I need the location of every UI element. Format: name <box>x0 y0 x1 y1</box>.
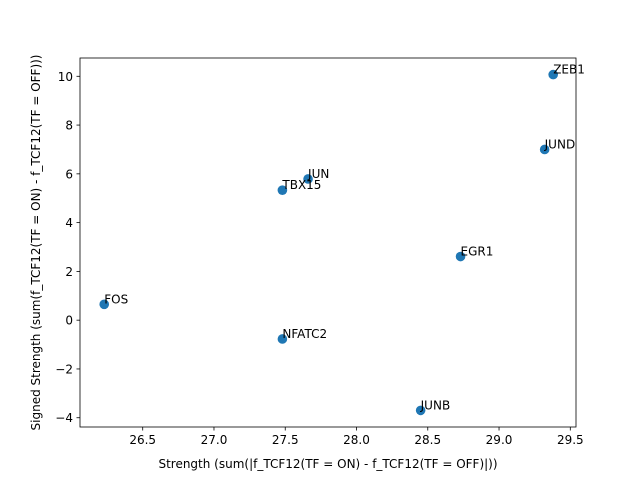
point-label: FOS <box>104 292 128 306</box>
x-tick-label: 27.5 <box>272 433 299 447</box>
point-label: ZEB1 <box>553 63 585 77</box>
scatter-point <box>455 251 466 262</box>
point-label: JUNB <box>420 398 451 412</box>
y-axis-label: Signed Strength (sum(f_TCF12(TF = ON) - … <box>29 55 43 431</box>
y-tick-label: 8 <box>65 119 73 133</box>
scatter-point <box>99 299 110 310</box>
y-tick-label: 6 <box>65 167 73 181</box>
y-axis-ticks: −4 −2 0 2 4 6 8 10 <box>55 70 80 425</box>
x-tick-label: 27.0 <box>201 433 228 447</box>
scatter-point <box>277 185 288 195</box>
plot-frame <box>79 57 577 428</box>
y-tick-label: 2 <box>65 265 73 279</box>
scatter-point <box>548 69 558 80</box>
scatter-point <box>539 144 550 155</box>
x-tick-label: 29.0 <box>486 433 513 447</box>
points-layer <box>99 69 558 416</box>
x-tick-label: 29.5 <box>557 433 584 447</box>
x-tick-label: 28.5 <box>414 433 441 447</box>
scatter-point <box>277 334 288 344</box>
x-tick-label: 26.5 <box>129 433 156 447</box>
point-label: TBX15 <box>281 178 321 192</box>
scatter-point <box>303 174 313 184</box>
scatter-point <box>415 405 426 416</box>
point-label: EGR1 <box>461 245 494 259</box>
y-tick-label: 10 <box>58 70 73 84</box>
y-tick-label: −4 <box>55 411 73 425</box>
point-label: JUND <box>544 137 576 151</box>
x-axis-ticks: 26.5 27.0 27.5 28.0 28.5 29.0 29.5 <box>129 427 584 447</box>
point-label: NFATC2 <box>282 327 327 341</box>
x-tick-label: 28.0 <box>343 433 370 447</box>
y-tick-label: 4 <box>65 216 73 230</box>
x-axis-label: Strength (sum(|f_TCF12(TF = ON) - f_TCF1… <box>158 457 497 471</box>
y-tick-label: −2 <box>55 362 73 376</box>
y-tick-label: 0 <box>65 314 73 328</box>
point-label: JUN <box>307 167 329 181</box>
